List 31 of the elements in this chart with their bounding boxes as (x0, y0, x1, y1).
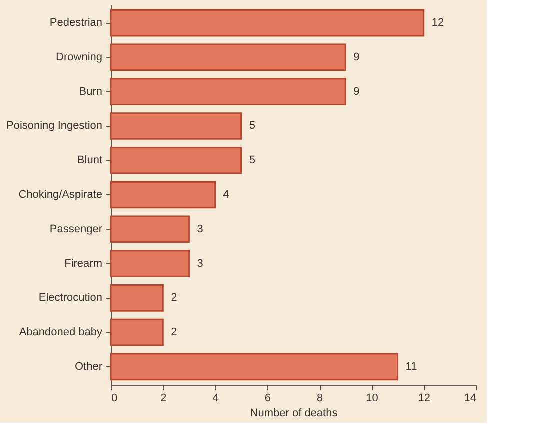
data-label: 11 (406, 360, 418, 373)
x-tick-label: 10 (366, 392, 378, 404)
y-tick-label: Poisoning Ingestion (6, 120, 102, 132)
y-tick-label: Blunt (77, 154, 102, 167)
y-tick-label: Electrocution (38, 292, 102, 304)
data-label: 3 (197, 258, 204, 270)
data-label: 9 (354, 86, 360, 98)
data-label: 12 (432, 17, 444, 30)
y-tick-label: Choking/Aspirate (18, 189, 102, 201)
x-tick-label: 14 (464, 392, 476, 404)
data-label: 2 (171, 326, 178, 339)
x-tick-label: 8 (317, 392, 324, 404)
data-label: 5 (249, 120, 256, 132)
y-tick-label: Other (74, 360, 103, 373)
y-tick-label: Abandoned baby (19, 326, 103, 339)
data-label: 5 (249, 154, 256, 167)
y-tick-label: Passenger (50, 223, 103, 236)
y-tick-label: Firearm (64, 258, 102, 270)
y-tick-label: Drowning (56, 51, 102, 64)
y-tick-label: Pedestrian (50, 17, 102, 30)
x-tick-label: 6 (264, 392, 271, 404)
data-label: 3 (197, 223, 204, 236)
x-axis-title: Number of deaths (250, 408, 338, 420)
y-tick-label: Burn (79, 86, 102, 98)
data-label: 9 (354, 51, 360, 64)
x-tick-label: 4 (212, 392, 219, 404)
x-tick-label: 2 (160, 392, 167, 404)
data-label: 2 (171, 292, 178, 304)
x-tick-label: 12 (418, 392, 430, 404)
x-tick-label: 0 (112, 392, 118, 404)
data-label: 4 (223, 189, 230, 201)
